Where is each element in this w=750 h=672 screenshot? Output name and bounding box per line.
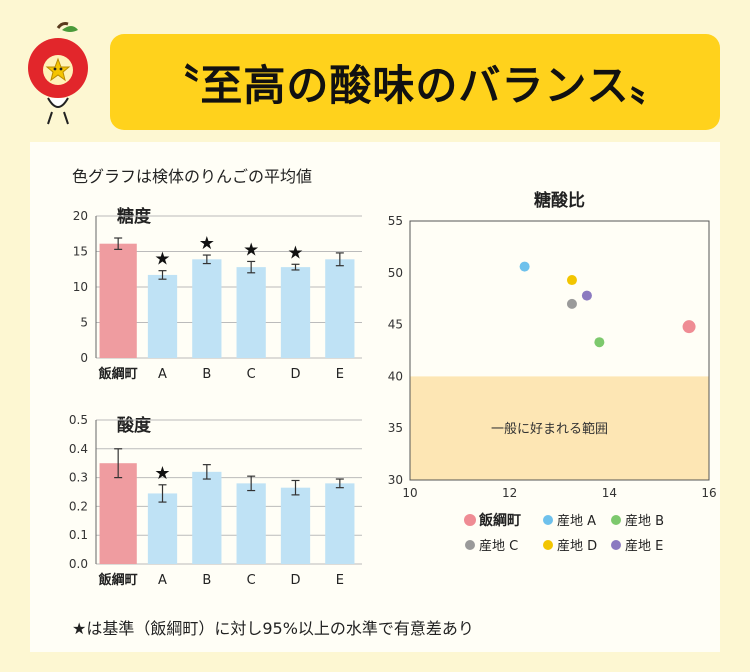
significance-star: ★ <box>243 239 259 260</box>
legend-label-5: 産地 E <box>625 538 663 554</box>
legend-marker-5 <box>611 540 621 550</box>
x-tick-label: 10 <box>402 486 417 500</box>
bar-D <box>280 487 311 564</box>
bar-E <box>325 259 355 358</box>
scatter-title: 糖酸比 <box>534 190 585 211</box>
apple-mascot-icon <box>28 22 88 125</box>
y-tick-label: 10 <box>73 280 88 294</box>
y-tick-label: 20 <box>73 209 88 223</box>
scatter-point-4 <box>566 275 577 286</box>
x-category-label: 飯綱町 <box>98 366 138 382</box>
y-tick-label: 0.1 <box>69 528 88 542</box>
significance-note: ★は基準（飯綱町）に対し95%以上の水準で有意差あり <box>72 619 474 638</box>
plot-frame <box>409 220 710 481</box>
legend-label-0: 飯綱町 <box>478 512 521 529</box>
y-tick-label: 55 <box>388 214 403 228</box>
y-tick-label: 35 <box>388 421 403 435</box>
preferred-range-region <box>410 376 709 480</box>
scatter-point-2 <box>594 337 605 348</box>
legend-label-4: 産地 D <box>557 538 597 554</box>
x-category-label: B <box>202 367 211 382</box>
significance-star: ★ <box>154 463 170 484</box>
significance-star: ★ <box>154 249 170 270</box>
y-tick-label: 0.5 <box>69 413 88 427</box>
y-tick-label: 0.3 <box>69 471 88 485</box>
y-tick-label: 45 <box>388 318 403 332</box>
bar-B <box>192 471 222 564</box>
significance-star: ★ <box>199 233 215 254</box>
legend-label-1: 産地 A <box>557 513 596 529</box>
bar-C <box>236 267 266 358</box>
legend-marker-0 <box>464 514 476 526</box>
x-category-label: D <box>290 367 300 382</box>
bar-C <box>236 483 266 564</box>
x-category-label: E <box>336 367 344 382</box>
x-tick-label: 12 <box>502 486 517 500</box>
x-category-label: E <box>336 573 344 588</box>
y-tick-label: 0 <box>80 351 88 365</box>
scatter-point-1 <box>519 261 530 272</box>
x-category-label: 飯綱町 <box>98 572 138 588</box>
y-tick-label: 15 <box>73 245 88 259</box>
x-tick-label: 14 <box>602 486 617 500</box>
bar-A <box>147 274 178 358</box>
x-tick-label: 16 <box>701 486 716 500</box>
bar-B <box>192 259 222 358</box>
y-tick-label: 0.4 <box>69 442 88 456</box>
y-tick-label: 50 <box>388 266 403 280</box>
scatter-point-0 <box>682 320 696 334</box>
legend-marker-3 <box>465 540 475 550</box>
x-category-label: C <box>247 367 256 382</box>
significance-star: ★ <box>287 242 303 263</box>
bar-飯綱町 <box>99 463 137 564</box>
bar-E <box>325 483 355 564</box>
bar-chart-title-1: 酸度 <box>117 415 152 436</box>
title-banner: 〝至高の酸味のバランス〟 <box>110 34 720 130</box>
legend-marker-4 <box>543 540 553 550</box>
scatter-point-5 <box>581 290 592 301</box>
legend-label-3: 産地 C <box>479 538 518 554</box>
legend-marker-1 <box>543 515 553 525</box>
bar-飯綱町 <box>99 243 137 358</box>
banner-title: 〝至高の酸味のバランス〟 <box>157 60 673 110</box>
x-category-label: D <box>290 573 300 588</box>
scatter-point-3 <box>566 298 577 309</box>
y-tick-label: 40 <box>388 369 403 383</box>
y-tick-label: 30 <box>388 473 403 487</box>
bar-A <box>147 493 178 564</box>
x-category-label: C <box>247 573 256 588</box>
preferred-range-label: 一般に好まれる範囲 <box>491 421 608 437</box>
y-tick-label: 0.2 <box>69 499 88 513</box>
y-tick-label: 0.0 <box>69 557 88 571</box>
chart-note: 色グラフは検体のりんごの平均値 <box>72 167 313 186</box>
y-tick-label: 5 <box>80 316 88 330</box>
x-category-label: B <box>202 573 211 588</box>
legend-label-2: 産地 B <box>625 513 664 529</box>
legend-marker-2 <box>611 515 621 525</box>
x-category-label: A <box>158 573 167 588</box>
x-category-label: A <box>158 367 167 382</box>
bar-D <box>280 267 311 358</box>
